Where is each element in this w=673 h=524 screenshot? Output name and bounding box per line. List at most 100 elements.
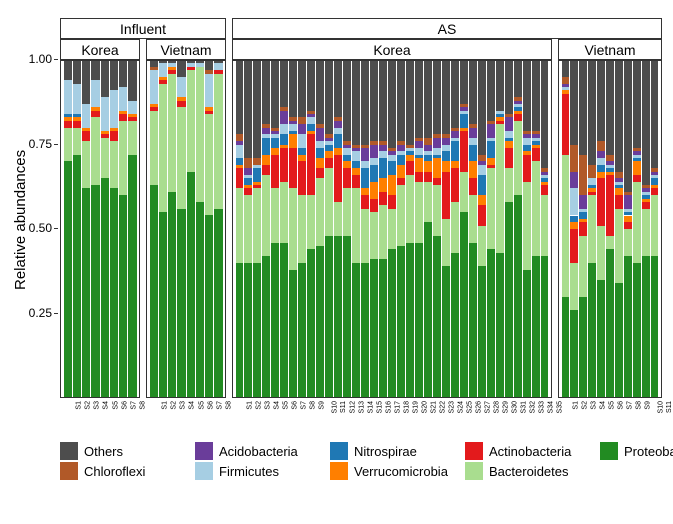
bar-seg-Firmicutes <box>262 134 270 137</box>
x-tick: S4 <box>600 401 607 410</box>
bar-seg-Others <box>298 60 306 117</box>
bar-seg-Firmicutes <box>541 175 549 178</box>
bar-seg-Proteobacteria <box>505 202 513 398</box>
bar-seg-Acidobacteria <box>289 121 297 124</box>
bar-seg-Others <box>253 60 261 158</box>
bar-seg-Nitrospirae <box>469 145 477 162</box>
bar-seg-Firmicutes <box>424 151 432 154</box>
legend-item-Bacteroidetes: Bacteroidetes <box>465 462 571 480</box>
bar-seg-Proteobacteria <box>289 270 297 398</box>
bar-seg-Bacteroidetes <box>487 168 495 249</box>
bar-seg-Others <box>343 60 351 141</box>
bar-seg-Acidobacteria <box>532 134 540 137</box>
bar-seg-Proteobacteria <box>244 263 252 398</box>
x-tick: S11 <box>665 401 672 413</box>
bar-seg-Acidobacteria <box>642 188 650 191</box>
bar <box>168 60 176 398</box>
bar-seg-Proteobacteria <box>271 243 279 398</box>
bar-seg-Bacteroidetes <box>424 182 432 223</box>
x-tick: S22 <box>439 401 446 413</box>
bar-seg-Actinobacteria <box>168 70 176 73</box>
panel <box>60 60 140 398</box>
bar-seg-Proteobacteria <box>73 155 81 398</box>
bar <box>624 60 632 398</box>
bar <box>514 60 522 398</box>
bar <box>334 60 342 398</box>
bar <box>150 60 158 398</box>
bar-seg-Verrucomicrobia <box>307 131 315 134</box>
x-tick: S10 <box>332 401 339 413</box>
legend-swatch <box>60 462 78 480</box>
bar-seg-Actinobacteria <box>159 80 167 83</box>
bar-seg-Verrucomicrobia <box>388 175 396 195</box>
bar-seg-Others <box>119 60 127 87</box>
bar-seg-Actinobacteria <box>110 131 118 141</box>
bar-seg-Acidobacteria <box>606 161 614 164</box>
bar-seg-Verrucomicrobia <box>91 107 99 110</box>
bar-seg-Acidobacteria <box>433 138 441 148</box>
x-tick: S3 <box>180 401 187 410</box>
bar-seg-Nitrospirae <box>651 178 659 185</box>
x-tick: S6 <box>121 401 128 410</box>
bar <box>541 60 549 398</box>
bar <box>361 60 369 398</box>
bar-seg-Firmicutes <box>128 101 136 115</box>
bar-seg-Bacteroidetes <box>316 178 324 246</box>
bar-seg-Others <box>532 60 540 131</box>
bar-seg-Bacteroidetes <box>150 111 158 185</box>
bar <box>280 60 288 398</box>
bar-seg-Acidobacteria <box>460 107 468 110</box>
bar-seg-Firmicutes <box>177 77 185 97</box>
x-tick: S5 <box>283 401 290 410</box>
bar-seg-Actinobacteria <box>334 155 342 202</box>
bar-seg-Nitrospirae <box>624 212 632 215</box>
bar <box>271 60 279 398</box>
bar-seg-Verrucomicrobia <box>298 155 306 162</box>
bar-seg-Bacteroidetes <box>73 128 81 155</box>
bar-seg-Others <box>642 60 650 185</box>
bar-seg-Verrucomicrobia <box>624 216 632 223</box>
x-tick: S33 <box>538 401 545 413</box>
x-tick: S2 <box>170 401 177 410</box>
bar-seg-Proteobacteria <box>523 270 531 398</box>
x-tick: S1 <box>247 401 254 410</box>
bar-seg-Others <box>361 60 369 145</box>
bar-seg-Chloroflexi <box>388 148 396 151</box>
bar-seg-Bacteroidetes <box>379 205 387 259</box>
y-tick: 1.00 <box>18 52 52 66</box>
bar-seg-Others <box>128 60 136 101</box>
x-tick: S1 <box>161 401 168 410</box>
bar <box>642 60 650 398</box>
bar-seg-Chloroflexi <box>262 124 270 127</box>
legend-item-Chloroflexi: Chloroflexi <box>60 462 145 480</box>
x-tick: S23 <box>448 401 455 413</box>
y-axis-label: Relative abundances <box>12 150 29 290</box>
bar-seg-Acidobacteria <box>271 131 279 134</box>
bar-seg-Others <box>352 60 360 145</box>
bar <box>177 60 185 398</box>
bar-seg-Proteobacteria <box>460 212 468 398</box>
bar-seg-Others <box>101 60 109 97</box>
bar-seg-Proteobacteria <box>316 246 324 398</box>
bar-seg-Nitrospirae <box>64 114 72 117</box>
bar-seg-Nitrospirae <box>334 134 342 148</box>
bar-seg-Chloroflexi <box>253 158 261 165</box>
bar-seg-Others <box>562 60 570 77</box>
x-tick: S19 <box>412 401 419 413</box>
bar-seg-Nitrospirae <box>73 114 81 117</box>
facet-strip-country: Korea <box>232 39 552 60</box>
bar-seg-Others <box>570 60 578 145</box>
bar-seg-Others <box>262 60 270 124</box>
panel <box>558 60 662 398</box>
bar-seg-Nitrospirae <box>579 212 587 219</box>
bar-seg-Proteobacteria <box>64 161 72 398</box>
bar-seg-Proteobacteria <box>119 195 127 398</box>
bar-seg-Actinobacteria <box>187 67 195 70</box>
x-tick: S29 <box>502 401 509 413</box>
bar-seg-Others <box>460 60 468 104</box>
bar-seg-Nitrospirae <box>316 148 324 158</box>
bar-seg-Nitrospirae <box>451 141 459 161</box>
bar-seg-Firmicutes <box>352 151 360 161</box>
bar-seg-Others <box>633 60 641 148</box>
bar-seg-Firmicutes <box>514 104 522 107</box>
